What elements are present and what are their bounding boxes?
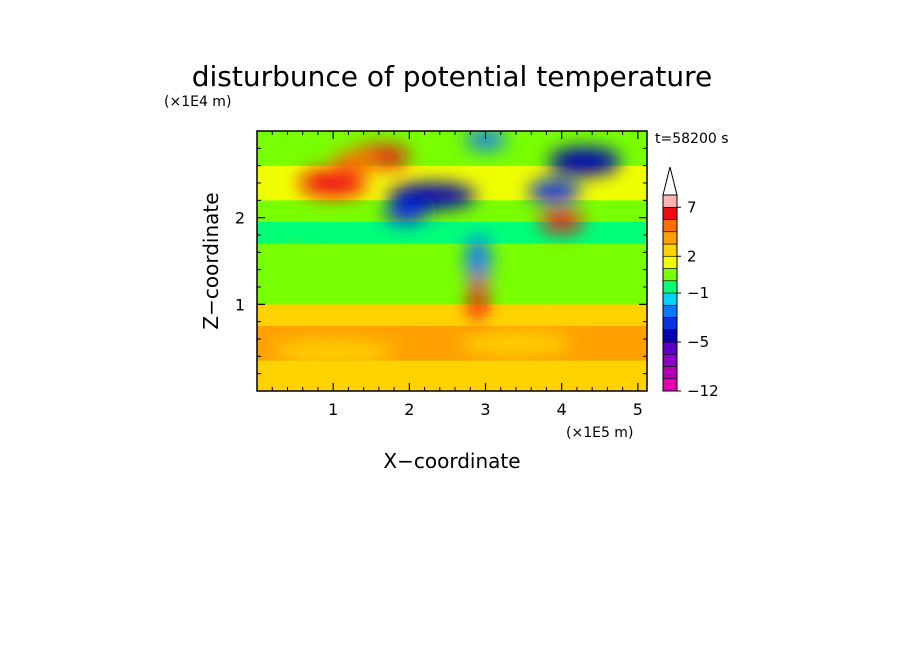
colorbar: 7 2 −1 −5 −12 [662, 166, 719, 400]
colorbar-tick-label: 7 [687, 198, 697, 216]
x-tick-label: 3 [480, 400, 490, 419]
field-feature [332, 151, 381, 172]
colorbar-swatch [662, 317, 678, 331]
time-label: t=58200 s [655, 131, 729, 147]
y-unit-label: (×1E4 m) [164, 94, 231, 110]
colorbar-swatch [662, 280, 678, 294]
colorbar-swatch [662, 292, 678, 306]
x-tick-label: 4 [557, 400, 567, 419]
field-band [257, 222, 647, 244]
contour-field [257, 131, 647, 391]
y-axis-title: Z−coordinate [199, 192, 223, 329]
plot-frame [256, 130, 648, 392]
field-feature [465, 131, 506, 150]
field-feature [548, 147, 621, 176]
colorbar-swatch [662, 219, 678, 233]
y-axis: 12 [235, 147, 647, 375]
colorbar-extend-arrow [662, 166, 678, 196]
chart-title: disturbunce of potential temperature [192, 60, 713, 93]
colorbar-swatch [662, 268, 678, 282]
colorbar-tick-label: −5 [687, 333, 709, 351]
y-tick-label: 1 [235, 295, 245, 314]
x-tick-label: 5 [633, 400, 643, 419]
field-feature [299, 169, 368, 197]
colorbar-tick-label: 2 [687, 247, 697, 265]
field-feature [459, 331, 572, 356]
colorbar-swatch [662, 231, 678, 245]
colorbar-swatch [662, 255, 678, 269]
field-band [257, 243, 647, 266]
colorbar-swatch [662, 304, 678, 318]
colorbar-swatch [662, 243, 678, 257]
field-feature [528, 179, 581, 204]
field-feature [269, 251, 322, 271]
x-tick-label: 2 [404, 400, 414, 419]
field-band [257, 360, 647, 391]
field-feature [383, 203, 428, 224]
y-tick-label: 2 [235, 209, 245, 228]
x-axis-title: X−coordinate [383, 449, 520, 473]
field-feature [388, 183, 477, 209]
colorbar-swatch [662, 329, 678, 343]
field-feature [465, 235, 490, 287]
colorbar-swatch [662, 194, 678, 208]
colorbar-swatch [662, 366, 678, 380]
colorbar-tick-label: −1 [687, 284, 709, 302]
field-band [257, 265, 647, 287]
field-band [257, 287, 647, 305]
colorbar-swatch [662, 378, 678, 392]
x-axis: 1 2 3 4 5 [271, 131, 643, 419]
colorbar-tick-label: −12 [687, 382, 719, 400]
x-unit-label: (×1E5 m) [566, 425, 633, 441]
field-feature [539, 212, 584, 232]
colorbar-swatch [662, 341, 678, 355]
field-blobs [269, 131, 621, 364]
colorbar-swatch [662, 206, 678, 220]
field-band [257, 304, 647, 326]
x-tick-label: 1 [328, 400, 338, 419]
field-feature [469, 274, 486, 326]
field-feature [273, 340, 394, 364]
colorbar-swatch [662, 353, 678, 367]
